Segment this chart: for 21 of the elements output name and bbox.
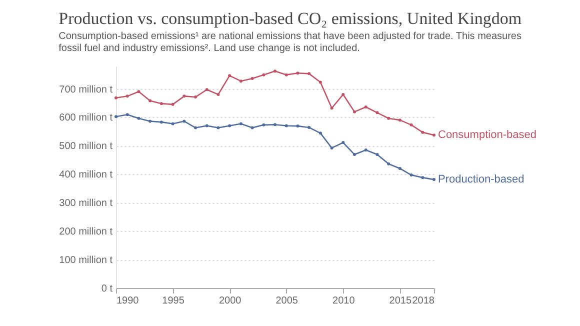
series-label: Consumption-based bbox=[438, 129, 536, 142]
y-tick-label: 0 t bbox=[101, 284, 113, 294]
y-tick-label: 300 million t bbox=[59, 198, 113, 210]
chart-title: Production vs. consumption-based CO₂ emissions, United Kingdom bbox=[58, 9, 522, 28]
y-tick-label: 500 million t bbox=[59, 141, 113, 152]
x-tick-label: 2015 bbox=[389, 296, 412, 306]
x-tick-label: 2018 bbox=[412, 296, 435, 306]
y-tick-label: 100 million t bbox=[59, 255, 113, 266]
y-tick-label: 400 million t bbox=[59, 170, 113, 181]
x-tick-label: 2000 bbox=[218, 296, 242, 306]
y-tick-label: 600 million t bbox=[59, 112, 113, 124]
line-series bbox=[114, 113, 436, 182]
x-tick-label: 1995 bbox=[162, 296, 185, 306]
x-tick-label: 2010 bbox=[332, 296, 356, 306]
chart-subtitle: Consumption-based emissions¹ are national emissions that have been adjusted for trade. This measures fossil fuel and industry emissions². Land use change is not included. bbox=[58, 31, 522, 54]
y-tick-label: 700 million t bbox=[59, 84, 113, 96]
x-tick-label: 1990 bbox=[116, 296, 140, 306]
line-series bbox=[114, 70, 436, 137]
series-label: Production-based bbox=[438, 174, 524, 186]
y-tick-label: 200 million t bbox=[59, 226, 113, 238]
x-tick-label: 2005 bbox=[276, 296, 298, 306]
